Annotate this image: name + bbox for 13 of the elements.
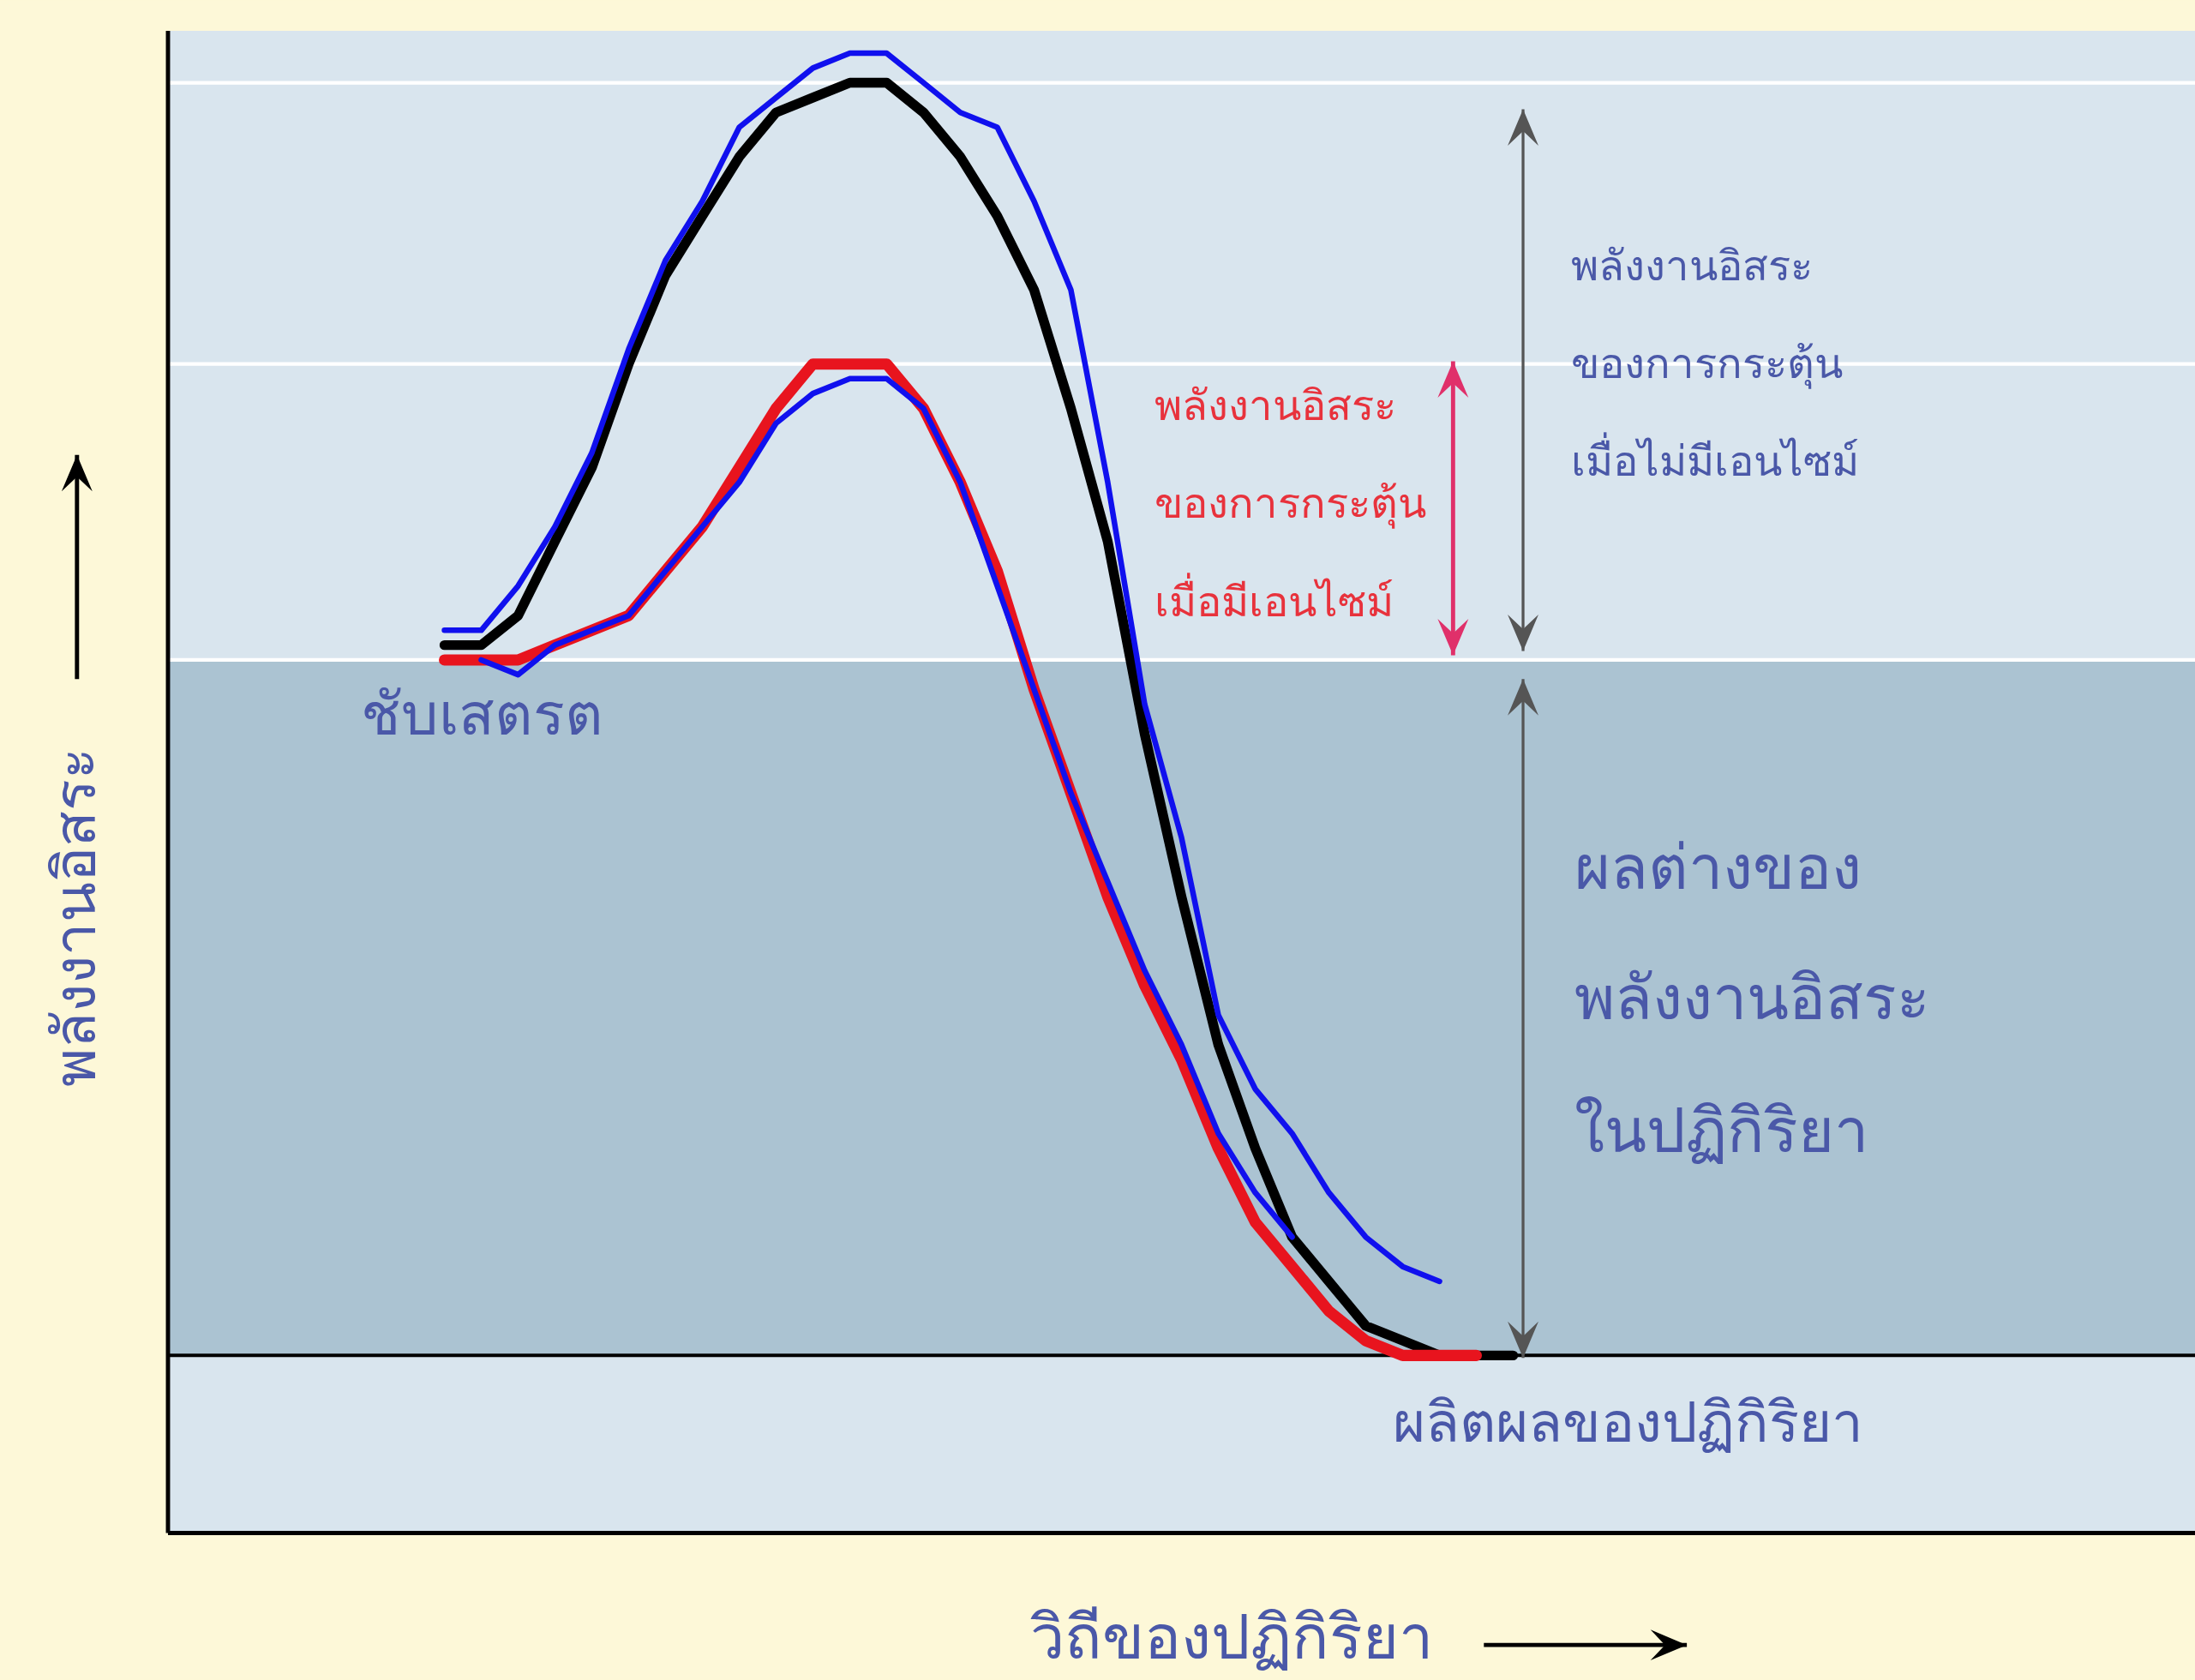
annotation: ของการกระตุ้น [1154, 479, 1427, 530]
annotation: เมื่อมีเอนไซม์ [1154, 572, 1394, 627]
annotation: ชับเสตรต [361, 680, 604, 749]
annotation: พลังงานอิสระ [1570, 241, 1813, 291]
annotation: ผลิตผลของปฏิกิริยา [1393, 1389, 1864, 1455]
annotation: ในปฏิกิริยา [1574, 1095, 1869, 1167]
annotation: พลังงานอิสระ [1154, 381, 1397, 431]
x-axis-title: วิถีของปฏิกิริยา [1030, 1601, 1434, 1674]
annotation: ผลต่างของ [1574, 831, 1862, 904]
y-axis-title: พลังงานอิสระ [40, 747, 110, 1087]
annotation: ของการกระตุ้น [1570, 339, 1843, 390]
annotation: พลังงานอิสระ [1574, 962, 1931, 1035]
annotation: เมื่อไม่มีเอนไซม์ [1570, 432, 1859, 487]
